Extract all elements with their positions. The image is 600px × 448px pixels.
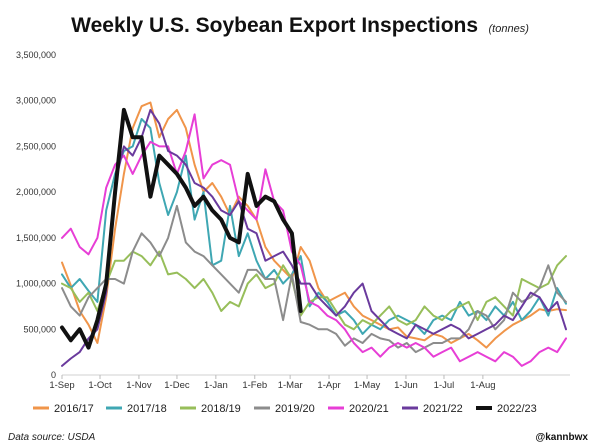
y-tick-label: 0 (51, 370, 56, 380)
x-tick-label: 1-Mar (278, 380, 303, 391)
legend-label: 2019/20 (275, 403, 315, 415)
series-line-2022-23 (60, 107, 303, 350)
legend-label: 2017/18 (127, 403, 167, 415)
legend-label: 2020/21 (349, 403, 389, 415)
chart-axes: 0 500,000 1,000,000 1,500,000 2,000,000 2,500… (16, 50, 570, 391)
y-tick-label: 2,000,000 (16, 187, 56, 197)
title-row: Weekly U.S. Soybean Export Inspections (… (0, 14, 600, 38)
series-line-2018-19 (61, 250, 567, 331)
x-tick-label: 1-Nov (126, 380, 152, 391)
y-tick-label: 3,500,000 (16, 50, 56, 60)
x-tick-label: 1-Jul (434, 380, 455, 391)
legend-label: 2016/17 (54, 403, 94, 415)
x-tick-label: 1-Aug (470, 380, 495, 391)
chart-legend: 2016/17 2017/18 2018/19 2019/20 2020/21 2021/… (33, 403, 537, 415)
legend-label: 2022/23 (497, 403, 537, 415)
x-tick-label: 1-Oct (88, 380, 112, 391)
chart-series-lines (60, 101, 567, 367)
data-source-note: Data source: USDA (8, 432, 96, 443)
series-line-2020-21 (61, 113, 567, 367)
y-tick-label: 3,000,000 (16, 96, 56, 106)
author-handle: @kannbwx (535, 432, 588, 443)
series-line-2019-20 (61, 204, 567, 354)
chart-title: Weekly U.S. Soybean Export Inspections (71, 14, 479, 37)
x-tick-label: 1-Jan (204, 380, 228, 391)
y-tick-label: 1,000,000 (16, 279, 56, 289)
x-tick-label: 1-May (354, 380, 381, 391)
y-tick-label: 2,500,000 (16, 141, 56, 151)
x-tick-label: 1-Apr (317, 380, 340, 391)
x-tick-label: 1-Dec (164, 380, 190, 391)
legend-label: 2021/22 (423, 403, 463, 415)
x-tick-label: 1-Feb (242, 380, 267, 391)
chart-subtitle: (tonnes) (488, 23, 529, 35)
x-tick-label: 1-Jun (394, 380, 418, 391)
x-tick-label: 1-Sep (49, 380, 74, 391)
series-line-2016-17 (61, 101, 567, 349)
series-line-2021-22 (61, 108, 567, 367)
series-line-2017-18 (61, 118, 567, 335)
legend-label: 2018/19 (201, 403, 241, 415)
y-tick-label: 1,500,000 (16, 233, 56, 243)
y-tick-label: 500,000 (23, 324, 56, 334)
